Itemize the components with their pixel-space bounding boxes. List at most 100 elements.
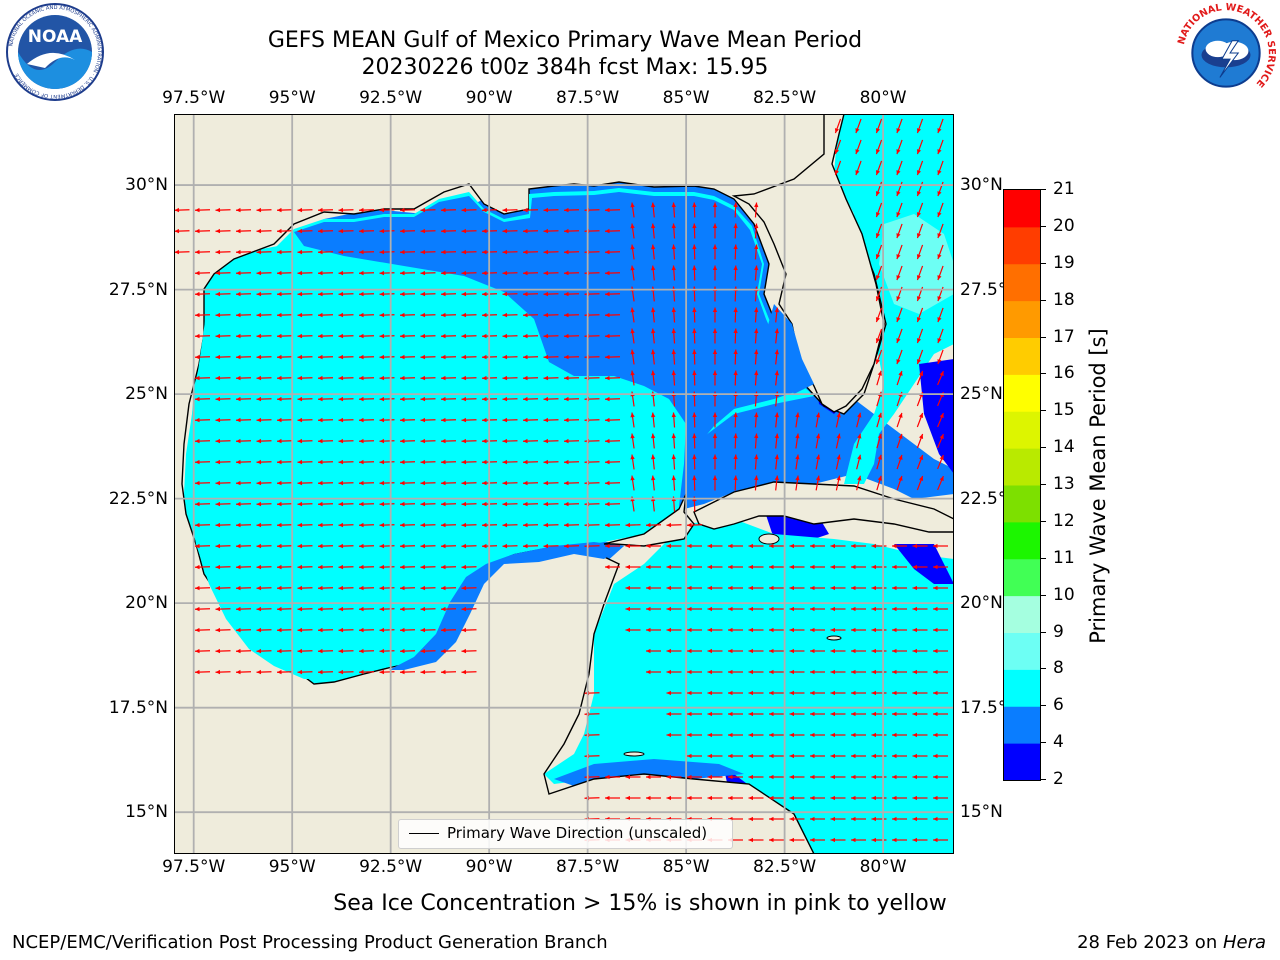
yucatan-land	[603, 493, 695, 547]
wave-arrow	[646, 564, 661, 570]
wave-arrow	[317, 543, 334, 549]
wave-arrow	[728, 585, 743, 591]
wave-arrow	[194, 501, 211, 507]
wave-arrow	[461, 669, 477, 675]
wave-arrow	[875, 265, 883, 281]
wave-arrow	[563, 333, 580, 339]
wave-arrow	[707, 585, 723, 591]
wave-arrow	[937, 202, 944, 218]
wave-arrow	[338, 438, 354, 444]
wave-arrow	[604, 249, 621, 255]
wave-arrow	[563, 207, 580, 213]
wave-arrow	[851, 753, 866, 759]
wave-arrow	[671, 454, 676, 470]
wave-arrow	[692, 454, 697, 470]
wave-arrow	[358, 669, 375, 675]
colorbar-tick-label: 21	[1053, 179, 1075, 199]
wave-arrow	[687, 774, 702, 780]
wave-arrow	[604, 396, 621, 402]
wave-arrow	[687, 543, 702, 549]
map-grid	[174, 114, 954, 854]
wave-arrow	[194, 228, 211, 234]
wave-arrow	[440, 459, 457, 465]
lon-label-top: 95°W	[268, 88, 316, 108]
wave-arrow	[896, 370, 903, 386]
wave-arrow	[810, 795, 825, 801]
wave-arrow	[871, 606, 887, 612]
colorbar-segment	[1004, 743, 1040, 780]
colorbar-tick-label: 13	[1053, 474, 1075, 494]
wave-arrow	[651, 328, 656, 344]
wave-arrow	[789, 627, 805, 633]
colorbar-tick-mark	[1040, 668, 1046, 670]
wave-arrow	[379, 501, 395, 507]
wave-arrow	[317, 270, 334, 276]
wave-arrow	[276, 417, 293, 423]
wave-arrow	[440, 396, 457, 402]
wave-arrow	[194, 543, 211, 549]
wave-arrow	[461, 543, 477, 549]
wave-arrow	[769, 627, 784, 633]
wave-arrow	[835, 412, 841, 428]
wave-arrow	[871, 753, 887, 759]
svg-text:NOAA: NOAA	[28, 27, 83, 47]
wave-arrow	[789, 711, 805, 717]
wave-arrow	[194, 291, 211, 297]
wave-arrow	[399, 228, 416, 234]
wave-arrow	[235, 585, 252, 591]
wave-arrow	[256, 270, 272, 276]
wave-arrow	[707, 753, 723, 759]
wave-arrow	[754, 454, 759, 470]
wave-arrow	[461, 564, 477, 570]
wave-arrow	[379, 648, 395, 654]
wave-arrow	[256, 648, 272, 654]
wave-arrow	[851, 690, 866, 696]
wave-arrow	[174, 228, 190, 234]
colorbar-tick-label: 11	[1053, 547, 1075, 568]
wave-arrow	[297, 207, 313, 213]
wave-arrow	[789, 669, 805, 675]
wave-arrow	[728, 795, 743, 801]
wave-arrow	[646, 606, 661, 612]
colorbar-tick-mark	[1040, 594, 1046, 596]
wave-arrow	[810, 585, 825, 591]
island	[623, 751, 645, 757]
wave-arrow	[358, 459, 375, 465]
wave-arrow	[671, 223, 676, 239]
wave-arrow	[754, 265, 759, 281]
wave-arrow	[215, 312, 231, 318]
wave-arrow	[875, 223, 883, 239]
wave-arrow	[276, 375, 293, 381]
wave-arrow	[563, 438, 580, 444]
lon-label-top: 90°W	[465, 88, 513, 108]
colorbar-segment	[1004, 411, 1040, 449]
wave-arrow	[651, 475, 656, 491]
wave-arrow	[317, 480, 334, 486]
wave-arrow	[912, 585, 928, 591]
wave-arrow	[235, 606, 252, 612]
wave-arrow	[671, 475, 676, 491]
wave-arrow	[769, 837, 784, 843]
wave-arrow	[276, 522, 293, 528]
wave-arrow	[912, 774, 928, 780]
wave-arrow	[707, 732, 723, 738]
wave-arrow	[604, 438, 621, 444]
wave-arrow	[420, 648, 436, 654]
wave-arrow	[194, 207, 211, 213]
wave-arrow	[651, 223, 656, 239]
wave-arrow	[687, 648, 702, 654]
wave-arrow	[256, 291, 272, 297]
wave-arrow	[358, 228, 375, 234]
wave-arrow	[379, 438, 395, 444]
wave-arrow	[543, 459, 559, 465]
wave-arrow	[625, 564, 641, 570]
lon-label-bottom: 85°W	[662, 857, 710, 877]
sea-ice-caption: Sea Ice Concentration > 15% is shown in …	[333, 891, 947, 916]
wave-arrow	[461, 648, 477, 654]
wave-arrow	[937, 307, 944, 323]
colorbar-tick-mark	[1040, 410, 1046, 412]
wave-arrow	[646, 795, 661, 801]
wave-arrow	[605, 774, 620, 780]
wave-arrow	[748, 732, 764, 738]
wave-arrow	[733, 223, 738, 239]
